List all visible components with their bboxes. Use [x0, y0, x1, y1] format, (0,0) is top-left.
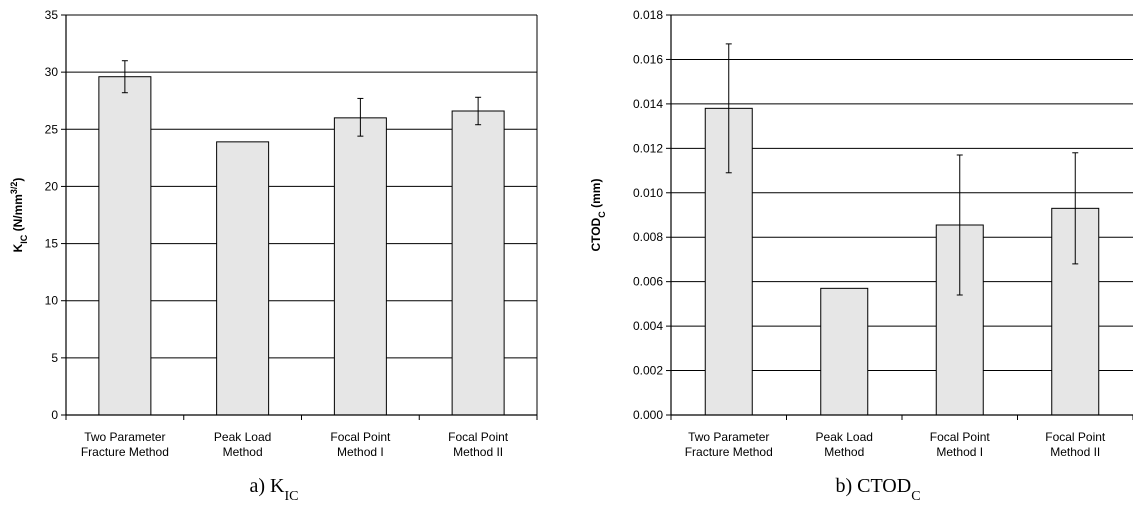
- y-tick-label: 35: [45, 8, 59, 22]
- chart-caption-main: a) K: [250, 475, 286, 497]
- y-tick-label: 5: [51, 351, 58, 365]
- x-tick-label: Peak Load Method: [214, 430, 271, 459]
- y-axis-title-subscript: IC: [19, 234, 29, 244]
- x-tick-label-line: Two Parameter: [688, 430, 769, 444]
- error-bar: [956, 154, 963, 296]
- x-tick-label: Peak Load Method: [816, 430, 873, 459]
- chart-caption-subscript: IC: [284, 489, 298, 504]
- chart-2: 0.000 0.002 0.004 0.006 0.008 0.010 0.012 0.014…: [589, 8, 1133, 504]
- y-axis-title-unit-close: ): [11, 178, 25, 182]
- error-bar: [1072, 152, 1079, 265]
- error-bar: [357, 97, 364, 137]
- bar: [98, 76, 152, 416]
- y-tick-label: 0.008: [633, 230, 663, 244]
- y-tick-label: 0.002: [633, 364, 663, 378]
- x-tick-label: Two Parameter Fracture Method: [685, 430, 773, 459]
- error-bar: [121, 60, 128, 94]
- x-tick-label-line: Method: [824, 445, 864, 459]
- y-tick-label: 0.018: [633, 8, 663, 22]
- x-tick-label-line: Focal Point: [330, 430, 391, 444]
- x-tick-label-line: Focal Point: [1045, 430, 1106, 444]
- y-tick-label: 0.010: [633, 186, 663, 200]
- x-tick-label-line: Method II: [1050, 445, 1100, 459]
- y-tick-label: 0.014: [633, 97, 663, 111]
- x-tick-label-line: Peak Load: [214, 430, 271, 444]
- x-tick-label-line: Method I: [337, 445, 384, 459]
- y-axis-title-superscript: 3/2: [9, 182, 19, 195]
- bar: [820, 287, 869, 416]
- y-tick-label: 0.004: [633, 319, 663, 333]
- y-tick-label: 25: [45, 122, 59, 136]
- x-tick-label-line: Focal Point: [930, 430, 991, 444]
- y-axis-title-unit: (mm): [589, 179, 603, 212]
- x-tick-label-line: Fracture Method: [81, 445, 169, 459]
- y-axis-title-main: K: [11, 243, 25, 252]
- x-tick-label: Focal Point Method II: [1045, 430, 1106, 459]
- y-axis-title-subscript: C: [597, 211, 607, 218]
- x-tick-label-line: Fracture Method: [685, 445, 773, 459]
- x-tick-label: Focal Point Method II: [448, 430, 509, 459]
- y-tick-label: 0.012: [633, 141, 663, 155]
- bar: [451, 110, 505, 416]
- y-tick-label: 20: [45, 179, 59, 193]
- y-axis-title-unit: (N/mm: [11, 194, 25, 235]
- y-tick-label: 30: [45, 65, 59, 79]
- chart-caption-subscript: C: [911, 489, 920, 504]
- x-tick-label-line: Method II: [453, 445, 503, 459]
- x-tick-label: Two Parameter Fracture Method: [81, 430, 169, 459]
- x-tick-label-line: Peak Load: [816, 430, 873, 444]
- bar: [216, 141, 270, 416]
- x-tick-label-line: Two Parameter: [84, 430, 165, 444]
- y-axis-title: CTODC (mm): [589, 179, 607, 252]
- chart-caption: a) KIC: [250, 475, 299, 504]
- y-axis-title-main: CTOD: [589, 217, 603, 251]
- error-bar: [725, 43, 732, 174]
- y-tick-label: 0: [51, 408, 58, 422]
- chart-caption-main: b) CTOD: [835, 475, 911, 497]
- y-tick-label: 15: [45, 237, 59, 251]
- y-tick-label: 10: [45, 294, 59, 308]
- error-bar: [475, 96, 482, 126]
- y-tick-label: 0.000: [633, 408, 663, 422]
- x-tick-label-line: Method: [223, 445, 263, 459]
- x-tick-label: Focal Point Method I: [930, 430, 991, 459]
- chart-caption: b) CTODC: [835, 475, 920, 504]
- x-tick-label-line: Method I: [936, 445, 983, 459]
- x-tick-label: Focal Point Method I: [330, 430, 391, 459]
- y-tick-label: 0.006: [633, 275, 663, 289]
- y-tick-label: 0.016: [633, 52, 663, 66]
- y-axis-title: KIC (N/mm3/2): [9, 178, 29, 253]
- bar: [333, 117, 387, 416]
- chart-1: 0 5 10 15 20 25 30 35 Two Parameter Fracture Meth…: [9, 8, 538, 504]
- x-tick-label-line: Focal Point: [448, 430, 509, 444]
